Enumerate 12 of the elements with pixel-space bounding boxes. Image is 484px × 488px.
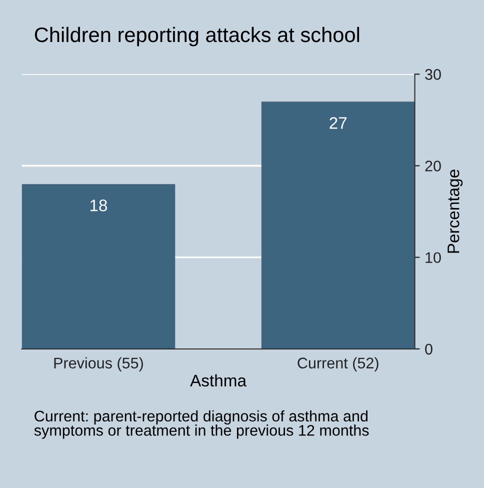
- y-tick-label: 10: [426, 252, 441, 264]
- y-tick-label: 30: [425, 69, 441, 80]
- x-tick-label: Previous (55): [54, 357, 143, 372]
- y-tick-label: 0: [425, 344, 432, 355]
- y-tick-label: 20: [425, 160, 441, 172]
- x-tick-label: Current (52): [298, 357, 378, 372]
- data-label: 27: [330, 117, 347, 129]
- x-axis-title: Asthma: [190, 374, 247, 387]
- chart-title: Children reporting attacks at school: [34, 26, 360, 46]
- data-label: 18: [90, 200, 108, 212]
- y-axis-title: Percentage: [448, 170, 463, 253]
- text: Current: parent-reported diagnosis of asthma and symptoms or treatment in the previous 12 months: [34, 410, 369, 439]
